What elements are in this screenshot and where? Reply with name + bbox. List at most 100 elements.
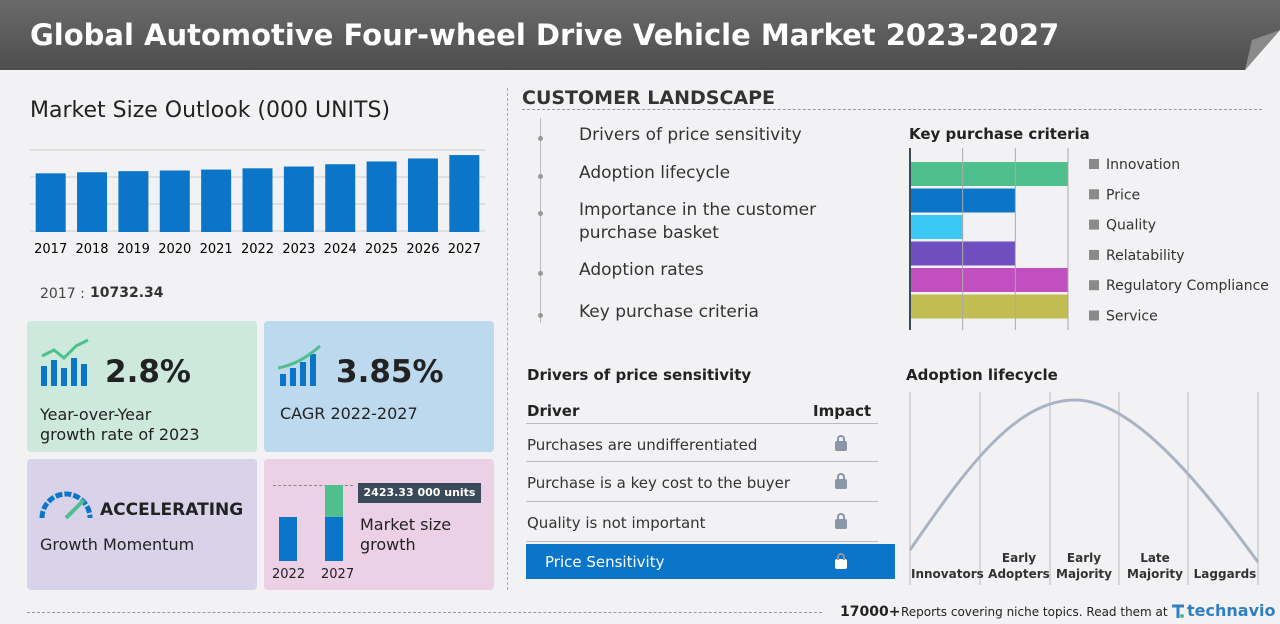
x-tick-label: 2019 [117, 242, 150, 257]
x-tick-label: 2021 [200, 242, 233, 257]
card-label: Year-over-Year growth rate of 2023 [40, 405, 200, 444]
lock-icon [835, 553, 847, 569]
column-header: Impact [813, 402, 872, 420]
list-dot [538, 313, 543, 318]
card-label: Market size growth [360, 515, 452, 554]
highlight-text: Price Sensitivity [545, 553, 665, 571]
legend-swatch [1089, 310, 1099, 321]
card [27, 459, 257, 590]
table-line [526, 423, 878, 424]
landscape-title: CUSTOMER LANDSCAPE [522, 87, 776, 109]
lock-icon [835, 513, 847, 529]
x-tick-label: 2024 [324, 242, 357, 257]
legend-swatch [1089, 159, 1099, 169]
list-item: Drivers of price sensitivity [579, 125, 802, 145]
mini-bar-growth [325, 485, 343, 517]
adoption-title: Adoption lifecycle [906, 366, 1058, 384]
column-header: Driver [527, 402, 580, 420]
bar [201, 169, 232, 232]
x-tick-label: 2022 [241, 242, 274, 257]
legend-swatch [1089, 189, 1099, 200]
market-title: Market Size Outlook (000 UNITS) [30, 98, 391, 123]
legend-label: Service [1106, 309, 1158, 325]
card [264, 459, 494, 590]
legend-label: Quality [1106, 218, 1156, 234]
list-dot [538, 271, 543, 276]
driver-text: Purchases are undifferentiated [527, 436, 758, 454]
legend-label: Relatability [1106, 248, 1185, 264]
legend-swatch [1089, 219, 1099, 230]
adoption-chart [908, 392, 1260, 585]
gauge-icon [39, 491, 93, 520]
lock-icon [835, 435, 847, 451]
list-dot [538, 174, 543, 179]
bar [366, 161, 397, 232]
bar [242, 168, 273, 232]
x-tick-label: 2017 [34, 242, 67, 257]
card-value: 2.8% [105, 354, 191, 390]
brand-icon [1172, 604, 1184, 618]
x-tick-label: 2018 [75, 242, 108, 257]
page-title: Global Automotive Four-wheel Drive Vehic… [30, 18, 1060, 52]
x-tick-label: 2025 [365, 242, 398, 257]
bar [159, 170, 190, 232]
table-line [526, 461, 878, 462]
mini-bar [279, 517, 297, 561]
card [27, 321, 257, 452]
stage-label: Early Majority [1056, 551, 1112, 581]
footer-count: 17000+ [840, 604, 901, 620]
x-tick-label: 2020 [158, 242, 191, 257]
x-tick-label: 2027 [448, 242, 481, 257]
bar [910, 268, 1068, 292]
bar [325, 164, 356, 232]
mini-baseline [273, 485, 353, 486]
legend-label: Regulatory Compliance [1106, 278, 1269, 294]
base-year-value: 10732.34 [90, 285, 164, 301]
bar [118, 171, 149, 232]
divider [27, 612, 822, 613]
bar [407, 158, 438, 232]
list-line [540, 118, 541, 323]
header-band [0, 0, 1280, 70]
list-item: Adoption lifecycle [579, 163, 731, 183]
list-dot [538, 136, 543, 141]
bar [910, 294, 1068, 319]
card-value: 3.85% [336, 354, 444, 390]
card-label: CAGR 2022-2027 [280, 404, 418, 423]
card [264, 321, 494, 452]
list-item: Key purchase criteria [579, 302, 759, 322]
cagr-icon [277, 344, 322, 386]
table-line [526, 541, 878, 542]
table-line [526, 501, 878, 502]
growth-icon [41, 338, 89, 386]
highlight-row [526, 544, 895, 579]
bar [910, 215, 963, 239]
bar [35, 173, 66, 232]
divider [507, 88, 508, 590]
list-dot [538, 211, 543, 216]
legend-swatch [1089, 249, 1099, 260]
legend-label: Innovation [1106, 157, 1180, 173]
footer-text: Reports covering niche topics. Read them… [901, 605, 1168, 619]
stage-label: Early Adopters [988, 551, 1050, 581]
bar [449, 155, 480, 232]
legend-label: Price [1106, 187, 1140, 203]
list-item: Importance in the customer purchase bask… [579, 200, 817, 243]
divider [522, 109, 1262, 110]
card-value: ACCELERATING [100, 500, 244, 520]
footer-brand: technavio [1187, 601, 1276, 620]
stage-label: Late Majority [1127, 551, 1183, 581]
stage-label: Innovators [911, 567, 984, 581]
market-chart: 2017 2018 2019 2020 2021 2022 2023 2024 2025 2026… [30, 149, 485, 257]
legend-swatch [1089, 280, 1099, 291]
lock-icon [835, 473, 847, 489]
kpc-chart: Innovation Price Quality Relatability Regula… [909, 148, 1269, 330]
bar [77, 172, 108, 232]
bar [910, 162, 1068, 186]
list-item: Adoption rates [579, 260, 704, 280]
base-year-label: 2017 : [40, 286, 85, 302]
mini-year: 2027 [321, 567, 355, 582]
driver-text: Purchase is a key cost to the buyer [527, 474, 791, 492]
corner-fold [1245, 30, 1280, 70]
